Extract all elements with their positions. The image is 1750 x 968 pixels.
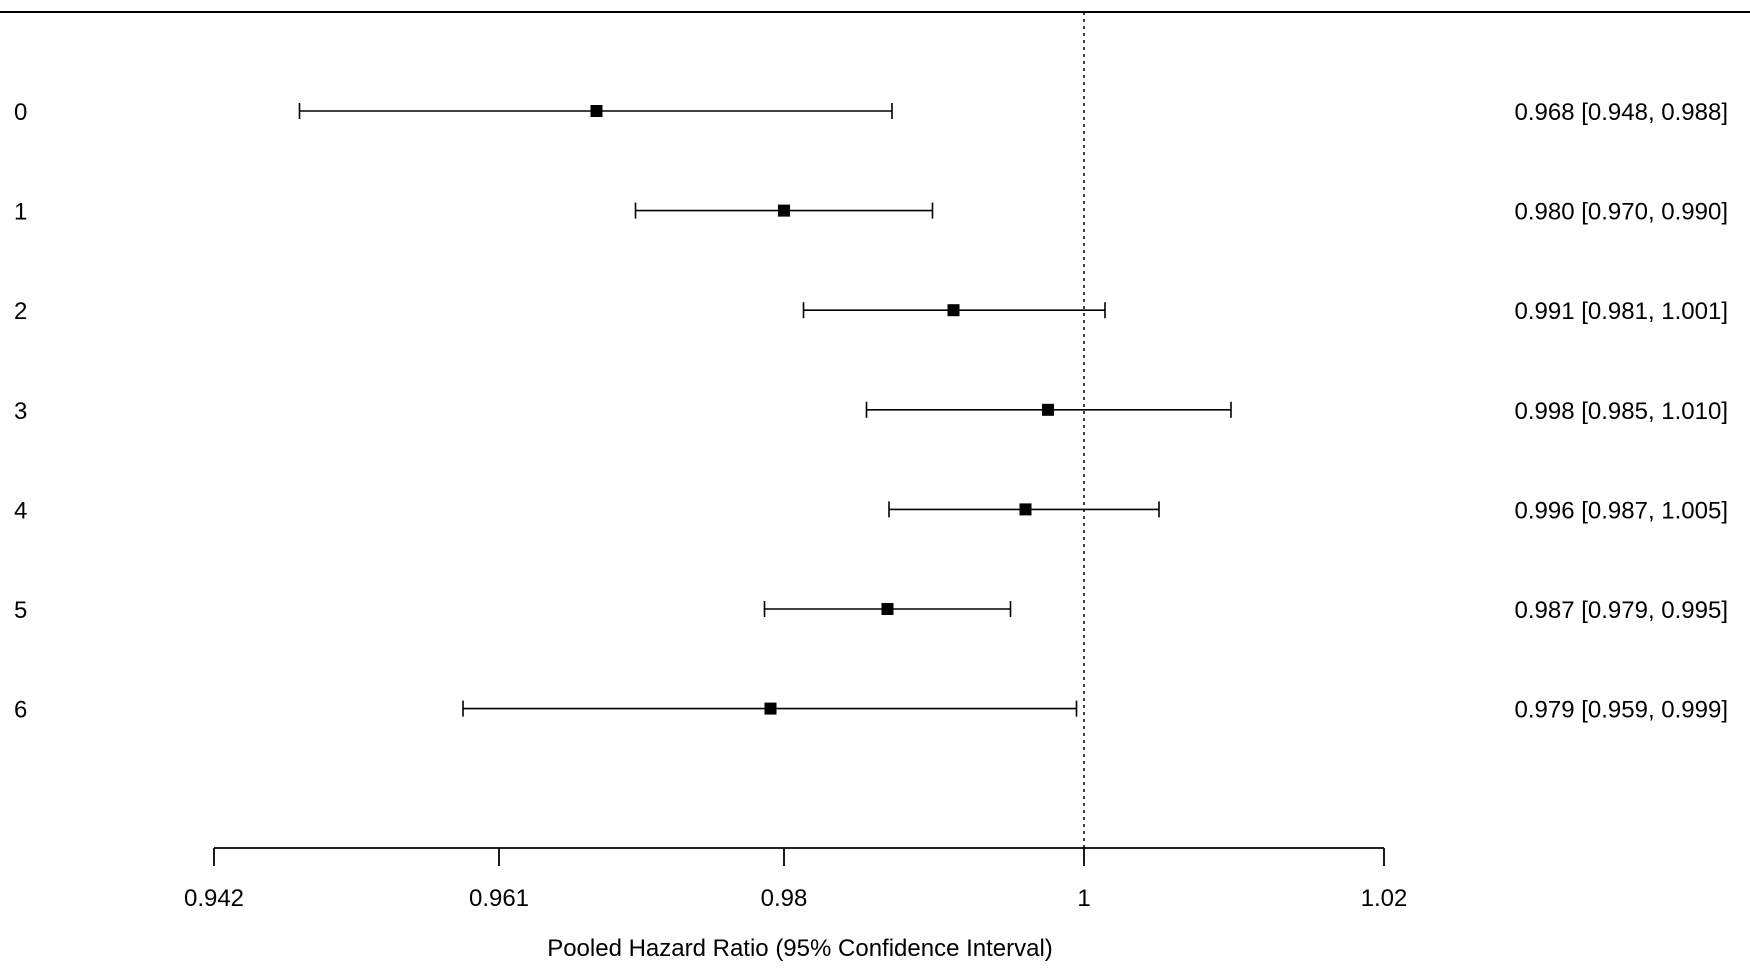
estimate-text: 0.998 [0.985, 1.010] <box>1514 398 1728 425</box>
estimate-text: 0.987 [0.979, 0.995] <box>1514 597 1728 624</box>
point-estimate <box>1019 503 1032 516</box>
row-label: 0 <box>14 99 27 126</box>
row-label: 4 <box>14 497 27 524</box>
point-estimate <box>778 204 790 217</box>
forest-row: 5 0.987 [0.979, 0.995] <box>14 597 1728 624</box>
forest-row: 0 0.968 [0.948, 0.988] <box>14 99 1728 126</box>
estimate-text: 0.980 [0.970, 0.990] <box>1514 199 1728 226</box>
forest-row: 4 0.996 [0.987, 1.005] <box>14 497 1728 524</box>
point-estimate <box>1042 403 1054 416</box>
x-tick-label: 0.961 <box>469 885 529 912</box>
x-tick-label: 1.02 <box>1361 885 1408 912</box>
x-axis-title: Pooled Hazard Ratio (95% Confidence Inte… <box>547 935 1053 962</box>
row-label: 5 <box>14 597 27 624</box>
forest-row: 3 0.998 [0.985, 1.010] <box>14 398 1728 425</box>
estimate-text: 0.991 [0.981, 1.001] <box>1514 298 1728 325</box>
row-label: 6 <box>14 697 27 724</box>
point-estimate <box>947 304 960 317</box>
forest-row: 1 0.980 [0.970, 0.990] <box>14 199 1728 226</box>
x-tick-label: 0.98 <box>761 885 808 912</box>
forest-row: 6 0.979 [0.959, 0.999] <box>14 697 1728 724</box>
estimate-text: 0.979 [0.959, 0.999] <box>1514 697 1728 724</box>
row-label: 3 <box>14 398 27 425</box>
point-estimate <box>764 702 777 715</box>
x-tick-label: 0.942 <box>184 885 244 912</box>
point-estimate <box>590 105 603 117</box>
x-tick-label: 1 <box>1077 885 1090 912</box>
estimate-text: 0.996 [0.987, 1.005] <box>1514 497 1728 524</box>
row-label: 2 <box>14 298 27 325</box>
row-label: 1 <box>14 199 27 226</box>
forest-row: 2 0.991 [0.981, 1.001] <box>14 298 1728 325</box>
point-estimate <box>881 603 894 615</box>
estimate-text: 0.968 [0.948, 0.988] <box>1514 99 1728 126</box>
